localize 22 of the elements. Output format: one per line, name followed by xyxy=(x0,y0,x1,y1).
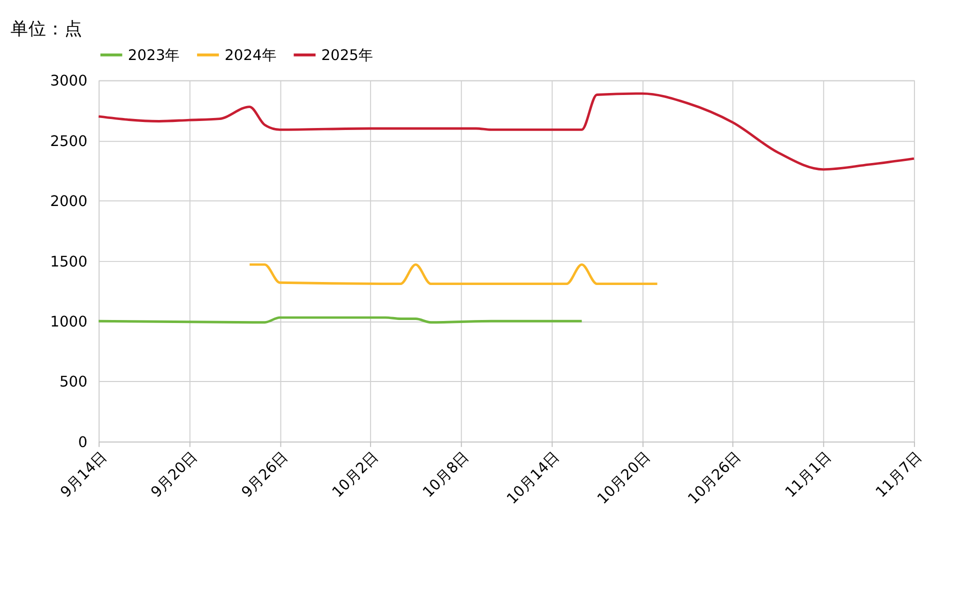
x-tick-label: 11月1日 xyxy=(782,448,835,501)
legend-label: 2025年 xyxy=(321,46,374,64)
y-tick-label: 2000 xyxy=(50,193,88,210)
y-tick-label: 0 xyxy=(78,434,88,451)
x-tick-label: 9月20日 xyxy=(148,448,201,501)
y-tick-label: 2500 xyxy=(50,132,88,150)
y-tick-label: 1000 xyxy=(50,314,88,331)
x-tick-label: 9月26日 xyxy=(238,448,292,501)
y-tick-label: 1500 xyxy=(50,253,88,270)
x-tick-label: 10月26日 xyxy=(684,448,744,508)
legend-label: 2024年 xyxy=(224,46,277,64)
x-tick-label: 10月20日 xyxy=(594,448,654,508)
legend-label: 2023年 xyxy=(128,46,180,64)
line-series xyxy=(97,92,916,171)
x-tick-label: 10月2日 xyxy=(329,448,382,501)
x-tick-label: 10月8日 xyxy=(420,448,473,501)
x-tick-label: 11月7日 xyxy=(872,448,926,501)
x-tick-label: 10月14日 xyxy=(504,448,564,508)
y-tick-label: 3000 xyxy=(50,72,88,90)
x-tick-label: 9月14日 xyxy=(57,448,110,501)
chart-title: 单位：点 xyxy=(10,19,83,40)
y-tick-label: 500 xyxy=(59,374,88,391)
